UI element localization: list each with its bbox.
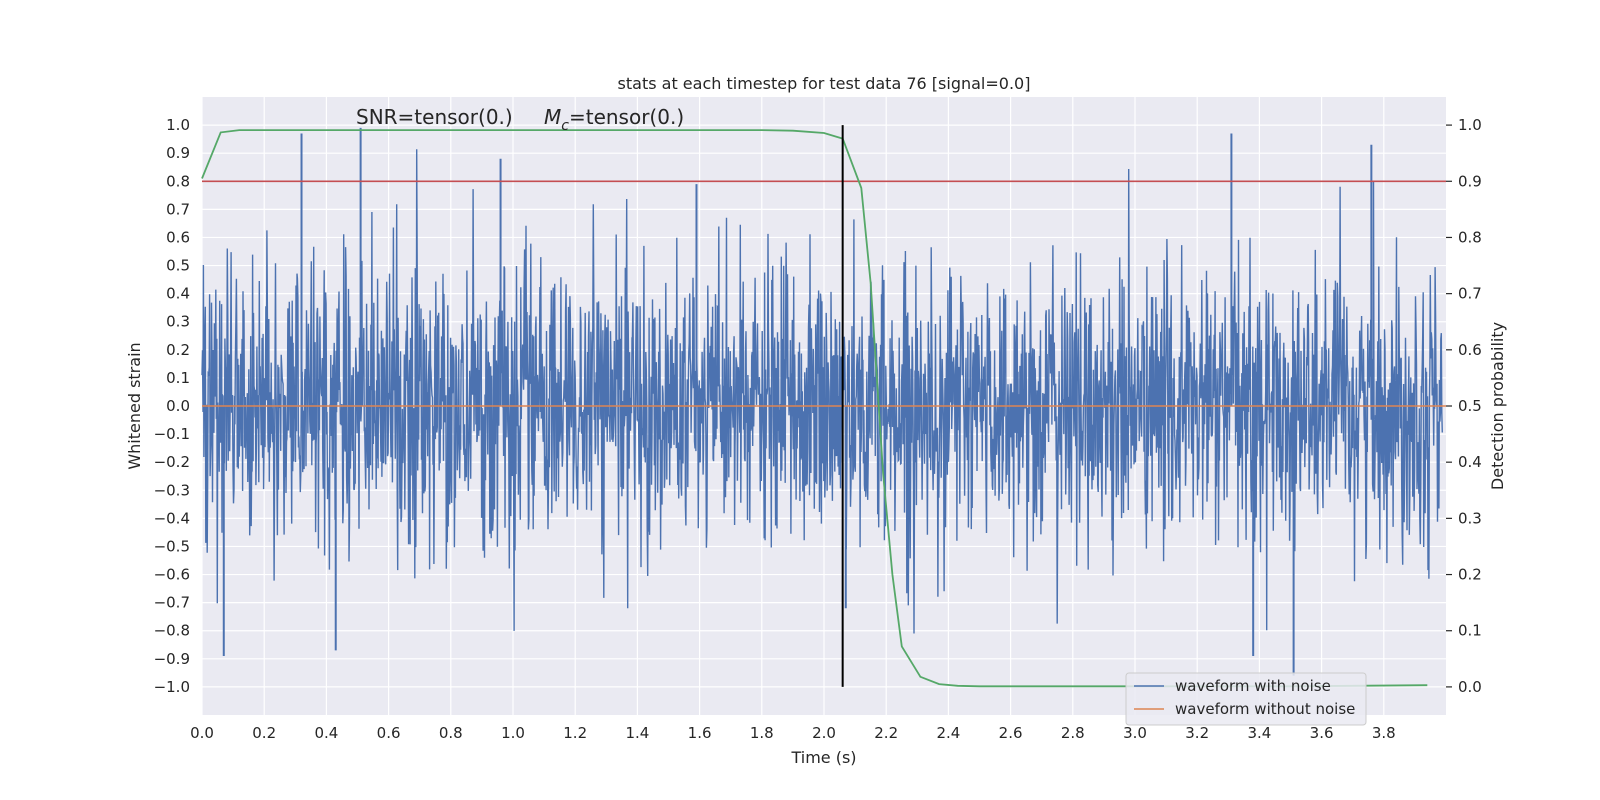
snr-annotation: SNR=tensor(0.)	[356, 105, 513, 129]
y2-axis-label: Detection probability	[1488, 322, 1507, 490]
y-tick-label: 0.8	[166, 172, 190, 190]
y2-tick-label: 0.0	[1458, 678, 1482, 696]
y2-tick-label: 0.1	[1458, 622, 1482, 640]
mc-subscript: c	[561, 118, 569, 134]
y2-tick-label: 1.0	[1458, 116, 1482, 134]
y-tick-label: 0.7	[166, 200, 190, 218]
mc-annotation: Mc=tensor(0.)	[544, 105, 684, 134]
legend: waveform with noise waveform without noi…	[1125, 672, 1367, 726]
x-tick-label: 1.8	[750, 724, 774, 742]
x-tick-label: 0.8	[439, 724, 463, 742]
mc-symbol: M	[544, 105, 561, 129]
x-tick-label: 2.8	[1061, 724, 1085, 742]
x-tick-label: 0.0	[190, 724, 214, 742]
noise-waveform-line	[201, 149, 1443, 634]
noise-series-group	[201, 127, 1443, 676]
x-tick-label: 3.4	[1247, 724, 1271, 742]
y-tick-label: −0.6	[154, 566, 190, 584]
y-tick-label: 0.3	[166, 313, 190, 331]
y2-tick-label: 0.2	[1458, 566, 1482, 584]
y2-tick-label: 0.5	[1458, 397, 1482, 415]
x-tick-label: 3.8	[1372, 724, 1396, 742]
x-tick-label: 2.0	[812, 724, 836, 742]
x-tick-label: 2.6	[999, 724, 1023, 742]
y-tick-label: −0.2	[154, 453, 190, 471]
x-tick-label: 3.0	[1123, 724, 1147, 742]
legend-label-noise: waveform with noise	[1175, 677, 1331, 695]
y-tick-label: −0.7	[154, 594, 190, 612]
x-tick-label: 1.2	[563, 724, 587, 742]
detection-probability-line	[201, 129, 1428, 688]
y-axis-label: Whitened strain	[125, 342, 144, 469]
y-tick-label: 1.0	[166, 116, 190, 134]
y-tick-label: 0.5	[166, 257, 190, 275]
y2-tick-label: 0.4	[1458, 453, 1482, 471]
y2-tick-label: 0.8	[1458, 228, 1482, 246]
legend-box	[1125, 672, 1367, 726]
chart-title: stats at each timestep for test data 76 …	[618, 74, 1031, 93]
y2-tick-label: 0.7	[1458, 285, 1482, 303]
x-tick-label: 2.4	[936, 724, 960, 742]
x-tick-label: 1.6	[688, 724, 712, 742]
y-tick-label: 0.9	[166, 144, 190, 162]
y-tick-label: −0.9	[154, 650, 190, 668]
legend-label-clean: waveform without noise	[1175, 700, 1355, 718]
y2-tick-labels: 1.0 0.9 0.8 0.7 0.6 0.5 0.4 0.3 0.2 0.1 0.0	[1446, 116, 1482, 696]
x-axis-label: Time (s)	[790, 748, 856, 767]
x-tick-label: 1.0	[501, 724, 525, 742]
x-tick-label: 0.4	[314, 724, 338, 742]
y-tick-label: −0.4	[154, 509, 190, 527]
x-tick-labels: 0.0 0.2 0.4 0.6 0.8 1.0 1.2 1.4 1.6 1.8 2.0 2.2 2.4 2…	[190, 724, 1396, 742]
y-tick-label: −1.0	[154, 678, 190, 696]
y2-tick-label: 0.9	[1458, 172, 1482, 190]
x-tick-label: 1.4	[625, 724, 649, 742]
x-tick-label: 0.6	[377, 724, 401, 742]
overlays	[201, 125, 1446, 688]
y-tick-label: 0.2	[166, 341, 190, 359]
y-tick-label: 0.0	[166, 397, 190, 415]
x-tick-label: 3.6	[1310, 724, 1334, 742]
y-tick-label: 0.4	[166, 285, 190, 303]
y-tick-labels: 1.0 0.9 0.8 0.7 0.6 0.5 0.4 0.3 0.2 0.1 0.0 −0.1 −0.…	[154, 116, 190, 696]
mc-value: =tensor(0.)	[569, 105, 684, 129]
y-tick-label: −0.8	[154, 622, 190, 640]
x-tick-label: 3.2	[1185, 724, 1209, 742]
y-tick-label: −0.3	[154, 481, 190, 499]
y-tick-label: 0.1	[166, 369, 190, 387]
x-tick-label: 0.2	[252, 724, 276, 742]
x-tick-label: 2.2	[874, 724, 898, 742]
y2-tick-label: 0.3	[1458, 509, 1482, 527]
y-tick-label: −0.1	[154, 425, 190, 443]
y-tick-label: −0.5	[154, 537, 190, 555]
y-tick-label: 0.6	[166, 228, 190, 246]
y2-tick-label: 0.6	[1458, 341, 1482, 359]
